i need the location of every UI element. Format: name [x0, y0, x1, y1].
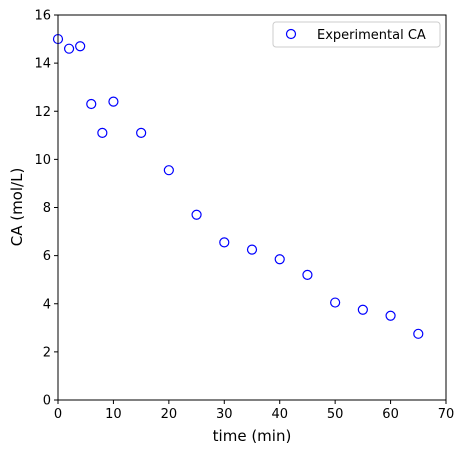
x-tick-label: 40 [271, 407, 288, 422]
y-tick-label: 10 [34, 153, 51, 168]
data-point [163, 165, 174, 176]
legend: Experimental CA [272, 21, 441, 48]
x-tick-label: 30 [216, 407, 233, 422]
x-axis-ticks: 0 10 20 30 40 50 60 70 [54, 400, 454, 422]
data-point [357, 304, 368, 315]
y-tick-label: 6 [43, 249, 51, 264]
x-tick-label: 70 [438, 407, 455, 422]
x-tick-label: 50 [327, 407, 344, 422]
y-tick-label: 16 [34, 9, 51, 24]
x-axis-label: time (min) [213, 427, 292, 445]
legend-box [272, 21, 441, 48]
data-point [97, 127, 108, 139]
plot-frame [57, 14, 447, 401]
legend-label: Experimental CA [317, 28, 426, 43]
y-axis-label: CA (mol/L) [8, 168, 26, 247]
data-point [330, 297, 341, 308]
x-tick-label: 0 [54, 407, 62, 422]
legend-marker [285, 28, 297, 40]
y-axis-ticks: 0 2 4 6 8 10 12 14 16 [34, 9, 58, 409]
data-point [108, 96, 119, 107]
data-point [246, 244, 258, 255]
data-point [63, 43, 75, 54]
x-tick-label: 10 [105, 407, 122, 422]
y-tick-label: 2 [43, 345, 51, 360]
x-tick-label: 60 [382, 407, 399, 422]
data-points [52, 33, 424, 339]
y-tick-label: 4 [43, 297, 51, 312]
y-tick-label: 12 [34, 105, 51, 120]
data-point [136, 127, 147, 139]
data-point [191, 209, 202, 220]
x-tick-label: 20 [161, 407, 178, 422]
data-point [385, 310, 396, 321]
data-point [75, 41, 86, 52]
data-point [302, 269, 313, 280]
y-tick-label: 0 [43, 394, 51, 409]
data-point [219, 237, 230, 248]
y-tick-label: 14 [34, 57, 51, 72]
y-tick-label: 8 [43, 201, 51, 216]
data-point [413, 328, 424, 339]
plot-area [58, 15, 446, 400]
data-point [86, 98, 97, 110]
data-point [274, 254, 285, 265]
